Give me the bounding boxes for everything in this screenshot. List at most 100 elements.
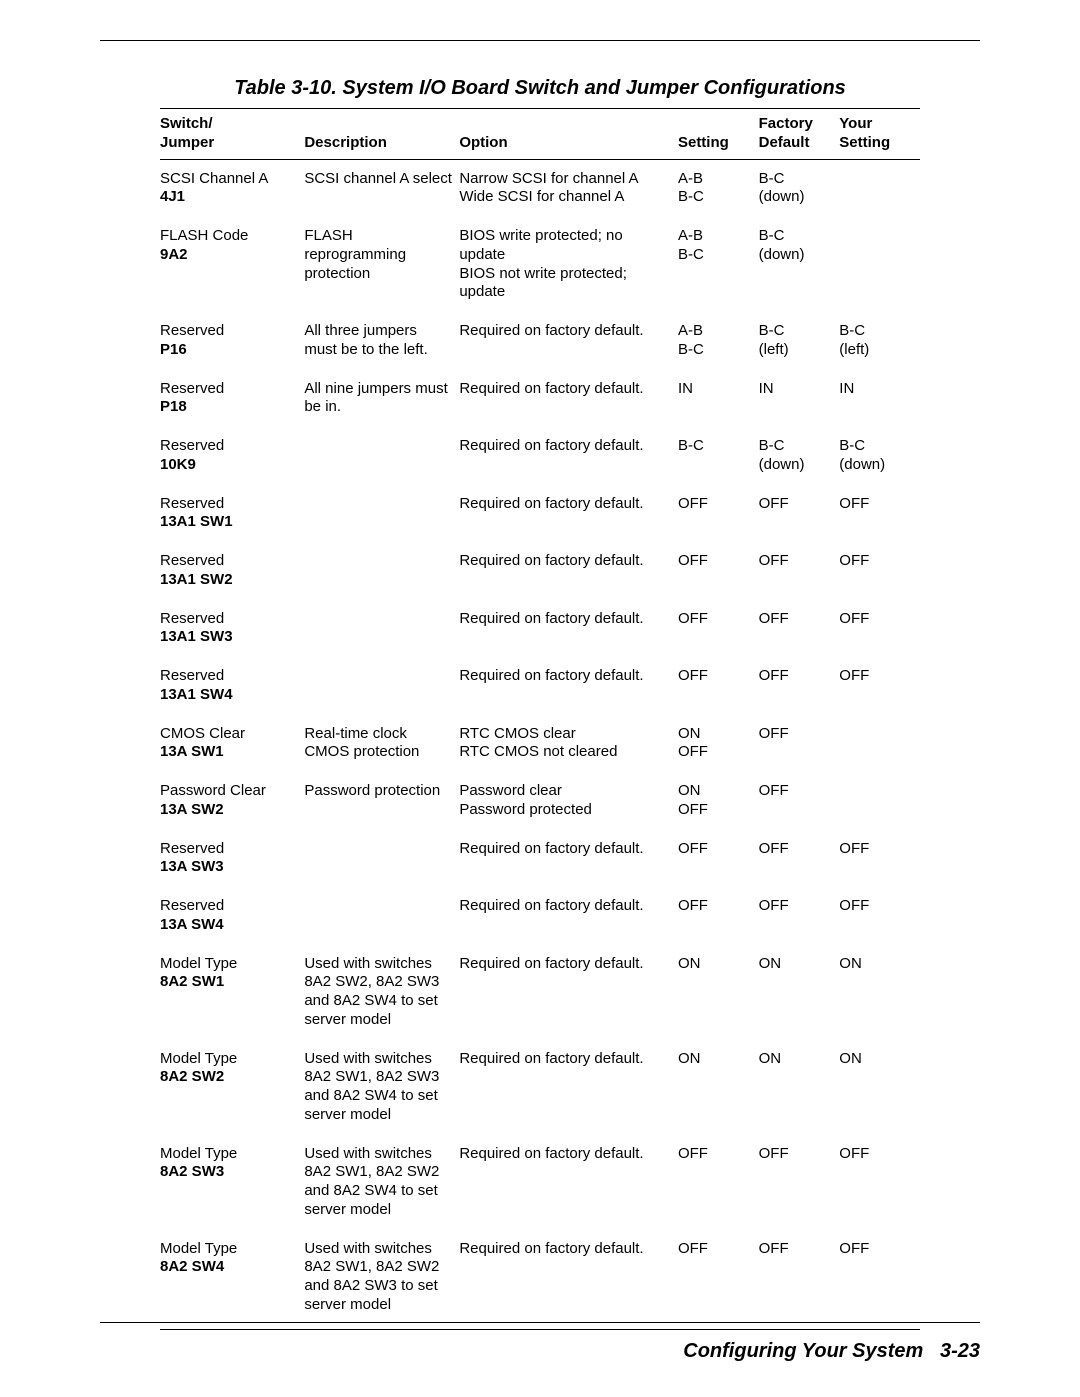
cell-factory: OFF — [759, 657, 840, 715]
switch-name: Reserved — [160, 380, 224, 397]
table-row: Model Type8A2 SW4Used with switches 8A2 … — [160, 1230, 920, 1330]
cell-switch: Model Type8A2 SW4 — [160, 1230, 304, 1330]
cell-option: Required on factory default. — [459, 830, 678, 888]
cell-option: Required on factory default. — [459, 1040, 678, 1135]
switch-id: 10K9 — [160, 456, 196, 473]
switch-id: 4J1 — [160, 188, 185, 205]
switch-id: 13A SW2 — [160, 801, 224, 818]
rule-top — [100, 40, 980, 41]
cell-option: Required on factory default. — [459, 657, 678, 715]
switch-id: 8A2 SW1 — [160, 973, 224, 990]
cell-factory: OFF — [759, 1230, 840, 1330]
switch-id: 8A2 SW2 — [160, 1068, 224, 1085]
table-row: Reserved13A1 SW1Required on factory defa… — [160, 485, 920, 543]
switch-id: 8A2 SW3 — [160, 1163, 224, 1180]
col-header-your-l1: Your — [839, 115, 872, 132]
rule-bottom — [100, 1322, 980, 1323]
cell-your: ON — [839, 1040, 920, 1135]
col-header-switch-l1: Switch/ — [160, 115, 213, 132]
cell-setting: ONOFF — [678, 772, 759, 830]
cell-switch: Model Type8A2 SW2 — [160, 1040, 304, 1135]
col-header-option: Option — [459, 109, 678, 160]
cell-your: B-C(left) — [839, 312, 920, 370]
table-row: Password Clear13A SW2Password protection… — [160, 772, 920, 830]
cell-factory: B-C(left) — [759, 312, 840, 370]
switch-name: CMOS Clear — [160, 725, 245, 742]
cell-description: Used with switches 8A2 SW1, 8A2 SW2 and … — [304, 1230, 459, 1330]
cell-setting: A-BB-C — [678, 312, 759, 370]
switch-id: P16 — [160, 341, 187, 358]
switch-id: P18 — [160, 398, 187, 415]
cell-factory: B-C(down) — [759, 427, 840, 485]
cell-description: All three jumpers must be to the left. — [304, 312, 459, 370]
table-row: FLASH Code9A2FLASH reprogramming protect… — [160, 217, 920, 312]
cell-factory: B-C(down) — [759, 217, 840, 312]
cell-switch: CMOS Clear13A SW1 — [160, 715, 304, 773]
table-row: Reserved13A1 SW3Required on factory defa… — [160, 600, 920, 658]
cell-factory: ON — [759, 1040, 840, 1135]
switch-id: 13A SW3 — [160, 858, 224, 875]
cell-switch: FLASH Code9A2 — [160, 217, 304, 312]
cell-switch: Reserved 13A1 SW2 — [160, 542, 304, 600]
cell-setting: OFF — [678, 1135, 759, 1230]
table-row: Reserved10K9Required on factory default.… — [160, 427, 920, 485]
cell-your: IN — [839, 370, 920, 428]
cell-option: Password clearPassword protected — [459, 772, 678, 830]
cell-description: Used with switches 8A2 SW1, 8A2 SW3 and … — [304, 1040, 459, 1135]
cell-option: Required on factory default. — [459, 542, 678, 600]
cell-setting: IN — [678, 370, 759, 428]
switch-id: 9A2 — [160, 246, 188, 263]
cell-setting: OFF — [678, 542, 759, 600]
table-body: SCSI Channel A4J1SCSI channel A selectNa… — [160, 159, 920, 1329]
cell-your: OFF — [839, 542, 920, 600]
cell-factory: OFF — [759, 600, 840, 658]
cell-option: Required on factory default. — [459, 485, 678, 543]
cell-setting: ON — [678, 1040, 759, 1135]
cell-switch: Reserved 13A1 SW4 — [160, 657, 304, 715]
switch-id: 13A1 SW2 — [160, 571, 233, 588]
cell-option: Required on factory default. — [459, 1230, 678, 1330]
table-row: Reserved13A SW4Required on factory defau… — [160, 887, 920, 945]
switch-name: Reserved — [160, 667, 224, 684]
cell-switch: ReservedP16 — [160, 312, 304, 370]
cell-description: FLASH reprogramming protection — [304, 217, 459, 312]
cell-switch: Model Type8A2 SW3 — [160, 1135, 304, 1230]
switch-id: 13A1 SW1 — [160, 513, 233, 530]
switch-id: 13A1 SW4 — [160, 686, 233, 703]
cell-factory: IN — [759, 370, 840, 428]
cell-option: Required on factory default. — [459, 1135, 678, 1230]
cell-setting: ONOFF — [678, 715, 759, 773]
switch-name: Reserved — [160, 552, 224, 569]
cell-your: OFF — [839, 887, 920, 945]
cell-setting: OFF — [678, 830, 759, 888]
table-row: SCSI Channel A4J1SCSI channel A selectNa… — [160, 159, 920, 217]
col-header-description: Description — [304, 109, 459, 160]
cell-your: OFF — [839, 1230, 920, 1330]
cell-setting: OFF — [678, 887, 759, 945]
cell-factory: OFF — [759, 1135, 840, 1230]
col-header-switch-l2: Jumper — [160, 134, 214, 151]
switch-name: Model Type — [160, 955, 237, 972]
cell-description — [304, 600, 459, 658]
cell-description — [304, 830, 459, 888]
cell-option: Required on factory default. — [459, 427, 678, 485]
switch-name: SCSI Channel A — [160, 170, 268, 187]
table-header-row: Switch/ Jumper Description Option Settin… — [160, 109, 920, 160]
switch-id: 13A SW4 — [160, 916, 224, 933]
footer-section: Configuring Your System — [683, 1340, 923, 1362]
config-table: Switch/ Jumper Description Option Settin… — [160, 108, 920, 1330]
cell-description — [304, 887, 459, 945]
table-row: Reserved13A SW3Required on factory defau… — [160, 830, 920, 888]
cell-your — [839, 772, 920, 830]
cell-switch: SCSI Channel A4J1 — [160, 159, 304, 217]
cell-factory: ON — [759, 945, 840, 1040]
cell-option: Narrow SCSI for channel AWide SCSI for c… — [459, 159, 678, 217]
cell-description: All nine jumpers must be in. — [304, 370, 459, 428]
cell-your — [839, 217, 920, 312]
cell-setting: B-C — [678, 427, 759, 485]
switch-name: Model Type — [160, 1050, 237, 1067]
cell-setting: OFF — [678, 485, 759, 543]
col-header-your-l2: Setting — [839, 134, 890, 151]
table-row: Reserved 13A1 SW2 Required on factory defa… — [160, 542, 920, 600]
table-title: Table 3-10. System I/O Board Switch and … — [100, 77, 980, 100]
